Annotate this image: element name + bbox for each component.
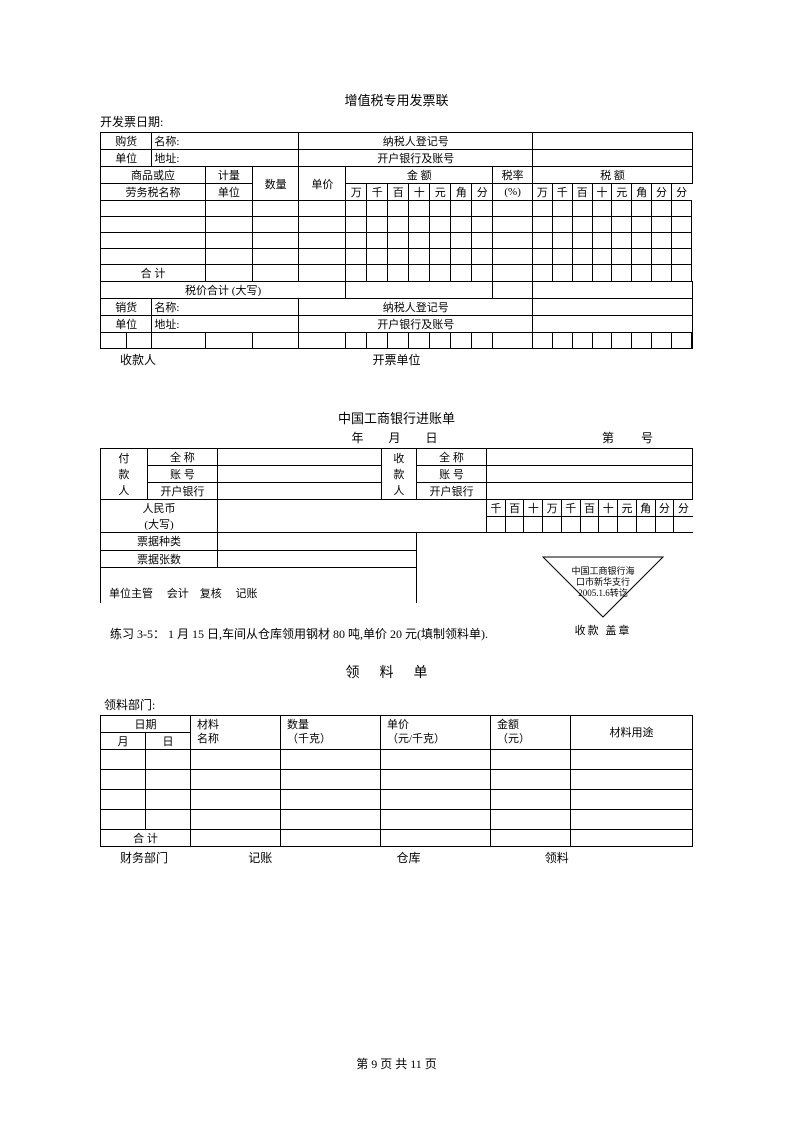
a-shi: 十 [409, 184, 430, 201]
d-jiao: 角 [636, 500, 655, 517]
bank-acct-label: 开户银行及账号 [299, 150, 533, 167]
d-yuan: 元 [618, 500, 637, 517]
payer-label: 付款人 [101, 449, 148, 500]
seller-bank-acct-label: 开户银行及账号 [299, 316, 533, 333]
d-fen: 分 [655, 500, 674, 517]
buyer-unit-top: 购货 [101, 133, 152, 150]
t-bai: 百 [572, 184, 592, 201]
t-jiao: 角 [632, 184, 652, 201]
page-footer: 第 9 页 共 11 页 [0, 1055, 793, 1072]
a-wan: 万 [346, 184, 367, 201]
issuer-label: 开票单位 [248, 349, 545, 368]
tax-total-label: 税价合计 (大写) [101, 282, 346, 299]
mat-month: 月 [101, 732, 146, 749]
measure-header: 计量 [206, 167, 253, 184]
tax-reg-value [532, 133, 692, 150]
tax-reg-label: 纳税人登记号 [299, 133, 533, 150]
a-yuan: 元 [430, 184, 451, 201]
invoice-table: 购货 名称: 纳税人登记号 单位 地址: 开户银行及账号 商品或应 计量 数量 … [100, 132, 693, 349]
rmb-daxie: 人民币(大写) [101, 500, 218, 533]
mat-record: 记账 [248, 847, 396, 866]
amount-header: 金 额 [346, 167, 493, 184]
mat-heji: 合 计 [101, 829, 191, 846]
exercise-text: 练习 3-5： 1 月 15 日,车间从仓库领用钢材 80 吨,单价 20 元(… [110, 625, 693, 642]
seller-addr-label: 地址: [152, 316, 299, 333]
bank-table: 付款人 全 称 收款人 全 称 账 号 账 号 开户银行 开户银行 人民币(大写… [100, 448, 693, 603]
goods-header2: 劳务税名称 [101, 184, 206, 201]
d-qian1: 千 [487, 500, 506, 517]
payer-fullname-label: 全 称 [147, 449, 217, 466]
bank-title: 中国工商银行进账单 [100, 408, 693, 427]
payer-bank-label: 开户银行 [147, 483, 217, 500]
mat-name: 材料名称 [191, 715, 281, 749]
a-jiao: 角 [451, 184, 472, 201]
d-fen2: 分 [674, 500, 693, 517]
bank-di: 第 [602, 431, 614, 445]
d-shi1: 十 [524, 500, 543, 517]
payee-bank-label: 开户银行 [416, 483, 486, 500]
buyer-unit-bot: 单位 [101, 150, 152, 167]
mat-day: 日 [146, 732, 191, 749]
invoice-title: 增值税专用发票联 [100, 90, 693, 109]
payer-account-label: 账 号 [147, 466, 217, 483]
bank-acct-value [532, 150, 692, 167]
tax-header: 税 额 [532, 167, 692, 184]
mat-date: 日期 [101, 715, 191, 732]
d-bai2: 百 [580, 500, 599, 517]
d-shi2: 十 [599, 500, 618, 517]
payee-label: 收款人 [381, 449, 416, 500]
t-wan: 万 [532, 184, 552, 201]
rate-header2: (%) [493, 184, 533, 201]
goods-header: 商品或应 [101, 167, 206, 184]
qty-header: 数量 [252, 167, 299, 201]
a-fen: 分 [472, 184, 493, 201]
payee-fullname-label: 全 称 [416, 449, 486, 466]
mat-store: 仓库 [397, 847, 545, 866]
t-qian: 千 [552, 184, 572, 201]
material-title: 领料单 [100, 662, 693, 682]
bill-type-label: 票据种类 [101, 533, 218, 551]
bank-day: 日 [426, 431, 442, 445]
seller-tax-reg-label: 纳税人登记号 [299, 299, 533, 316]
t-shi: 十 [592, 184, 612, 201]
bank-hao: 号 [641, 431, 653, 445]
bank-signers: 单位主管 会计 复核 记账 [101, 568, 417, 603]
rate-header: 税率 [493, 167, 533, 184]
seller-unit-bot: 单位 [101, 316, 152, 333]
a-bai: 百 [388, 184, 409, 201]
mat-take: 领料 [545, 847, 693, 866]
bill-count-label: 票据张数 [101, 550, 218, 568]
payee-label: 收款人 [100, 349, 248, 368]
d-wan: 万 [543, 500, 562, 517]
measure-header2: 单位 [206, 184, 253, 201]
material-table: 日期 材料名称 数量（千克） 单价（元/千克） 金额（元） 材料用途 月 日 合… [100, 715, 693, 847]
name-label: 名称: [152, 133, 299, 150]
price-header: 单价 [299, 167, 346, 201]
d-qian2: 千 [561, 500, 580, 517]
mat-use: 材料用途 [571, 715, 693, 749]
d-bai1: 百 [505, 500, 524, 517]
mat-qty: 数量（千克） [281, 715, 381, 749]
invoice-date-label: 开发票日期: [100, 113, 693, 130]
bank-month: 月 [388, 431, 404, 445]
mat-amount: 金额（元） [491, 715, 571, 749]
heji-label: 合 计 [101, 265, 206, 282]
t-extra: 分 [671, 184, 691, 201]
mat-fin: 财务部门 [100, 847, 248, 866]
mat-price: 单价（元/千克） [381, 715, 491, 749]
seller-name-label: 名称: [152, 299, 299, 316]
addr-label: 地址: [152, 150, 299, 167]
bank-year: 年 [351, 431, 367, 445]
material-dept-label: 领料部门: [104, 696, 693, 713]
a-qian: 千 [367, 184, 388, 201]
seller-unit-top: 销货 [101, 299, 152, 316]
t-fen: 分 [652, 184, 672, 201]
t-yuan: 元 [612, 184, 632, 201]
payee-account-label: 账 号 [416, 466, 486, 483]
